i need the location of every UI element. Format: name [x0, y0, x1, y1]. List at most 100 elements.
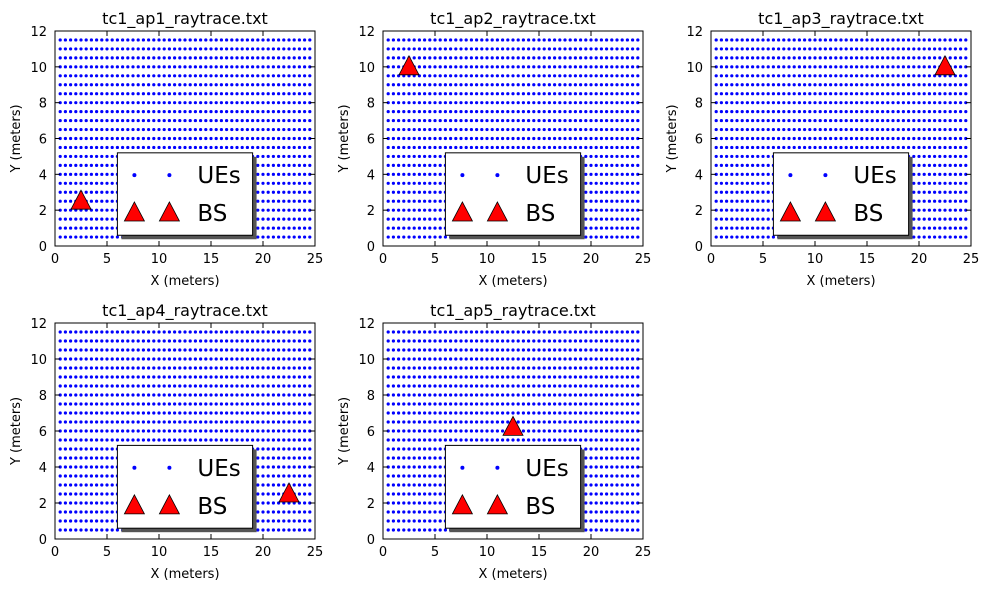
- ue-point: [74, 420, 78, 424]
- ue-point: [126, 56, 130, 60]
- ue-point: [235, 38, 239, 42]
- ue-point: [599, 56, 604, 60]
- ue-point: [553, 47, 557, 51]
- ue-point: [297, 474, 301, 478]
- ue-point: [808, 83, 812, 87]
- ue-point: [433, 447, 437, 451]
- ue-point: [69, 528, 73, 532]
- ue-point: [256, 438, 260, 442]
- ue-point: [423, 217, 427, 221]
- chart-title: tc1_ap1_raytrace.txt: [102, 9, 268, 29]
- ue-point: [79, 402, 83, 406]
- ue-point: [58, 411, 62, 415]
- ue-point: [865, 65, 869, 69]
- ue-point: [834, 101, 838, 105]
- ue-point: [433, 465, 437, 469]
- y-tick-label: 10: [686, 61, 703, 76]
- ue-point: [391, 384, 395, 388]
- ue-point: [542, 65, 546, 69]
- ue-point: [449, 136, 453, 141]
- ue-point: [584, 136, 588, 141]
- ue-point: [896, 101, 900, 105]
- ue-point: [235, 438, 239, 442]
- ue-point: [105, 411, 109, 415]
- ue-point: [141, 375, 145, 379]
- ue-point: [860, 145, 864, 150]
- ue-point: [907, 145, 911, 150]
- ue-point: [95, 510, 99, 514]
- ue-point: [402, 226, 406, 230]
- ue-point: [433, 501, 437, 505]
- ue-point: [89, 145, 93, 150]
- ue-point: [110, 208, 114, 212]
- ue-point: [797, 56, 802, 60]
- ue-point: [100, 465, 104, 469]
- ue-point: [402, 339, 406, 343]
- ue-point: [943, 217, 947, 221]
- ue-point: [266, 101, 270, 105]
- ue-point: [407, 375, 411, 379]
- ue-point: [391, 226, 395, 230]
- ue-point: [271, 118, 275, 123]
- ue-point: [615, 145, 619, 150]
- ue-point: [100, 74, 104, 78]
- ue-point: [277, 330, 281, 334]
- ue-point: [110, 465, 114, 469]
- ue-point: [297, 101, 301, 105]
- y-tick-label: 10: [358, 61, 375, 76]
- ue-point: [891, 110, 895, 114]
- ue-point: [813, 65, 817, 69]
- ue-point: [563, 74, 567, 78]
- ue-point: [948, 101, 952, 105]
- ue-point: [193, 83, 197, 87]
- ue-point: [605, 38, 609, 42]
- ue-point: [193, 357, 197, 361]
- ue-point: [126, 348, 130, 352]
- ue-point: [266, 474, 270, 478]
- ue-point: [193, 411, 197, 415]
- ue-point: [870, 56, 874, 60]
- ue-point: [777, 83, 781, 87]
- ue-point: [584, 38, 588, 42]
- ue-point: [584, 65, 588, 69]
- ue-point: [407, 492, 411, 496]
- ue-point: [277, 208, 281, 212]
- ue-point: [428, 465, 432, 469]
- ue-point: [834, 127, 838, 132]
- ue-point: [417, 456, 421, 460]
- ue-point: [412, 127, 416, 132]
- ue-point: [105, 83, 109, 87]
- ue-point: [495, 118, 499, 123]
- ue-point: [95, 163, 99, 167]
- ue-point: [407, 38, 411, 42]
- ue-point: [480, 127, 484, 132]
- ue-point: [105, 357, 109, 361]
- ue-point: [261, 438, 265, 442]
- ue-point: [589, 83, 593, 87]
- ue-point: [397, 492, 401, 496]
- ue-point: [251, 429, 255, 433]
- ue-point: [199, 393, 203, 397]
- ue-point: [391, 127, 395, 132]
- ue-point: [282, 101, 286, 105]
- ue-point: [235, 366, 239, 370]
- ue-point: [240, 118, 244, 123]
- ue-point: [797, 83, 802, 87]
- ue-point: [219, 357, 223, 361]
- ue-point: [449, 101, 453, 105]
- ue-point: [782, 110, 786, 114]
- ue-point: [459, 65, 463, 69]
- ue-point: [308, 208, 312, 212]
- ue-point: [58, 127, 62, 132]
- ue-point: [766, 92, 770, 96]
- ue-point: [261, 501, 265, 505]
- ue-point: [594, 136, 598, 141]
- ue-point: [282, 199, 286, 203]
- ue-point: [245, 92, 249, 96]
- ue-point: [235, 127, 239, 132]
- ue-point: [297, 163, 301, 167]
- ue-point: [771, 101, 776, 105]
- ue-point: [740, 235, 744, 239]
- ue-point: [605, 145, 609, 150]
- ue-point: [860, 83, 864, 87]
